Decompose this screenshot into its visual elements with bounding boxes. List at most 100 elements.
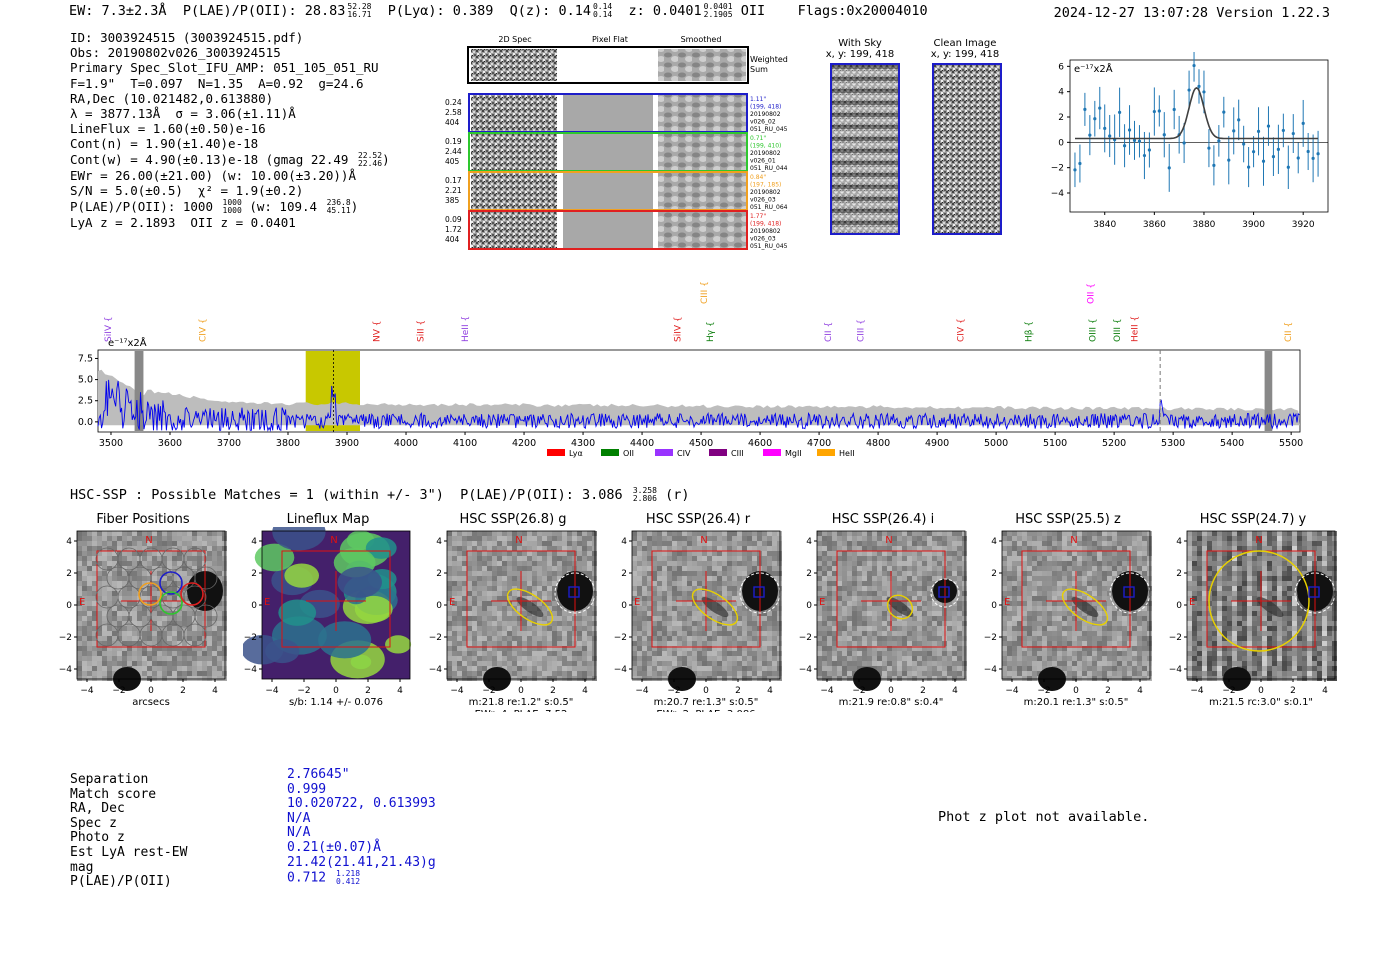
plae-value: P(LAE)/P(OII): 28.83 bbox=[182, 3, 346, 19]
fs-xtick-label: 4200 bbox=[512, 438, 536, 449]
row-smoothed bbox=[658, 212, 746, 248]
spectrum-trace bbox=[97, 379, 1300, 432]
zoom-point bbox=[1256, 129, 1261, 133]
match-ellipse bbox=[1061, 588, 1109, 626]
cutout-xtick-label: 2 bbox=[1290, 686, 1296, 696]
aperture-box bbox=[836, 550, 946, 648]
row-pixelflat bbox=[563, 134, 653, 170]
plae-w: (w: 109.4 bbox=[249, 198, 318, 214]
cutout-xtick-label: 4 bbox=[582, 686, 588, 696]
row-right-label: 0.71" bbox=[750, 135, 766, 142]
row-pixelflat bbox=[563, 95, 653, 131]
cutout-xtick-label: 2 bbox=[180, 686, 186, 696]
flux-blob bbox=[337, 566, 382, 598]
cutout-xtick-label: −4 bbox=[1005, 686, 1019, 696]
zoom-point bbox=[1296, 156, 1300, 160]
plae-w-lo: 45.11 bbox=[326, 206, 351, 216]
hsc-title-band: (r) bbox=[665, 487, 690, 503]
with-sky-title: With Sky x, y: 199, 418 bbox=[815, 38, 905, 60]
row-left-label: 405 bbox=[445, 157, 460, 166]
fs-xtick-label: 5100 bbox=[1043, 438, 1067, 449]
row-right-label: 20190802 bbox=[750, 111, 781, 118]
cutout-xtick-label: 4 bbox=[212, 686, 218, 696]
compass-e: E bbox=[634, 597, 640, 608]
row-right-label: 051_RU_045 bbox=[750, 243, 788, 250]
info-radec: RA,Dec (10.021482,0.613880) bbox=[70, 90, 274, 106]
info-plae-lo: 1000 bbox=[222, 206, 242, 216]
cutout-xtick-label: −2 bbox=[852, 686, 865, 696]
flux-blob bbox=[278, 599, 317, 626]
cutout-ytick-label: −2 bbox=[244, 633, 257, 643]
row-pixelflat bbox=[563, 212, 653, 248]
cutout-ytick-label: 0 bbox=[806, 601, 812, 611]
cutout-image: N E −4 −4 −2 −2 0 0 2 2 4 4 s/b: 1.14 +/- 0.076 bbox=[241, 513, 412, 708]
row-right-label: 20190802 bbox=[750, 228, 781, 235]
row-right-label: (197, 185) bbox=[750, 182, 781, 189]
info-sn: S/N = 5.0(±0.5) χ² = 1.9(±0.2) bbox=[70, 183, 304, 199]
row-right-label: 051_RU_045 bbox=[750, 126, 788, 133]
fs-xtick-label: 4500 bbox=[689, 438, 713, 449]
z-hi: 0.0401 bbox=[703, 2, 733, 11]
fs-xtick-label: 4800 bbox=[866, 438, 890, 449]
legend-swatch bbox=[709, 449, 727, 456]
aperture-box bbox=[651, 550, 761, 648]
cutout-ytick-label: 2 bbox=[66, 569, 72, 579]
emission-line-label: OIII { bbox=[1088, 318, 1098, 342]
zoom-point bbox=[1197, 84, 1201, 88]
zoom-yticks: 6 4 2 0 −2 −4 bbox=[1051, 62, 1070, 199]
row-right-label: (199, 418) bbox=[750, 104, 781, 111]
emission-line-label: HeII { bbox=[461, 316, 471, 342]
row-left-label: 0.17 bbox=[445, 176, 462, 185]
hsc-title-hi: 3.258 bbox=[632, 486, 657, 495]
fiber-red bbox=[180, 582, 204, 606]
flux-blob bbox=[318, 621, 372, 659]
match-label: P(LAE)/P(OII) bbox=[70, 874, 172, 890]
plya-value: P(Lyα): 0.389 bbox=[387, 3, 494, 19]
compass-n: N bbox=[1070, 535, 1077, 546]
cutout-ytick-label: −4 bbox=[614, 665, 628, 675]
info-obs: Obs: 20190802v026_3003924515 bbox=[70, 45, 281, 61]
zoom-point bbox=[1137, 139, 1142, 143]
info-contn: Cont(n) = 1.90(±1.40)e-18 bbox=[70, 136, 259, 152]
fs-xtick-label: 5000 bbox=[984, 438, 1008, 449]
row-2dspec bbox=[471, 212, 557, 248]
line-legend: Lyα OII CIV CIII MgII HeII bbox=[547, 449, 855, 458]
cutout-ytick-label: 4 bbox=[436, 537, 442, 547]
compass-e: E bbox=[1189, 597, 1195, 608]
zoom-xtick-label: 3880 bbox=[1193, 220, 1216, 230]
cutout-ytick-label: 2 bbox=[621, 569, 627, 579]
row-right-label: 1.11" bbox=[750, 96, 766, 103]
zoom-ytick-label: 6 bbox=[1058, 62, 1064, 72]
cutout-xtick-label: 4 bbox=[397, 686, 403, 696]
match-value: 0.999 bbox=[287, 781, 327, 797]
row-smoothed bbox=[658, 134, 746, 170]
version: Version 1.22.3 bbox=[1216, 5, 1330, 21]
with-sky-image bbox=[830, 63, 900, 235]
cutout-ytick-label: 4 bbox=[251, 537, 257, 547]
weighted-label: Weighted bbox=[750, 55, 788, 64]
fs-ytick-label: 5.0 bbox=[78, 375, 93, 386]
zoom-point bbox=[1152, 109, 1156, 114]
emission-line-label: CIV { bbox=[957, 318, 967, 342]
row-frame bbox=[468, 210, 748, 250]
info-fparams: F=1.9" T=0.097 N=1.35 A=0.92 g=24.6 bbox=[70, 75, 364, 91]
masked-region bbox=[1264, 351, 1273, 431]
row-right-label: (199, 418) bbox=[750, 221, 781, 228]
row-left-label: 2.58 bbox=[445, 108, 462, 117]
compass-n: N bbox=[1255, 535, 1262, 546]
cutout-ytick-label: −4 bbox=[59, 665, 73, 675]
fs-xtick-label: 4100 bbox=[453, 438, 477, 449]
match-label: RA, Dec bbox=[70, 801, 125, 817]
catalog-position bbox=[753, 586, 765, 598]
plae-hi: 52.28 bbox=[347, 2, 372, 11]
col-title-smoothed: Smoothed bbox=[681, 35, 722, 44]
zoom-xtick-label: 3840 bbox=[1093, 220, 1116, 230]
catalog-position bbox=[1308, 586, 1320, 598]
cutout-ytick-label: 4 bbox=[66, 537, 72, 547]
match-labels: Separation Match score RA, Dec Spec z Photo … bbox=[70, 772, 187, 890]
cutout-xtick-label: 0 bbox=[1258, 686, 1264, 696]
emission-line-label: Hγ { bbox=[706, 321, 716, 342]
zoom-point bbox=[1316, 152, 1320, 156]
cutout-panel: HSC SSP(24.7) y N E −4 −4 −2 −2 0 0 2 2 4 4 m:21.5 rc… bbox=[1168, 512, 1338, 712]
